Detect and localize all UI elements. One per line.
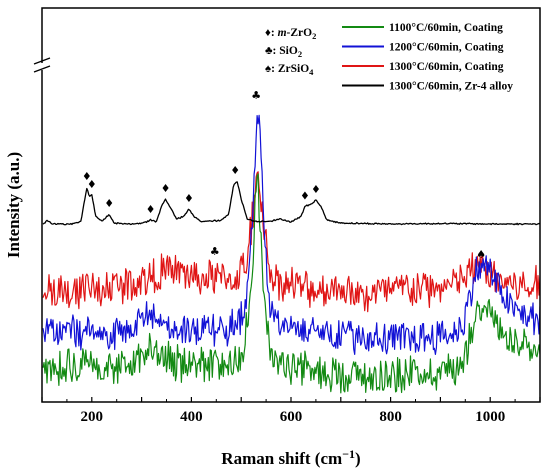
x-tick-label: 800 [379,409,402,425]
annotation-layer: ♦♦♦ ♦♦♦♦♦ ♦♣♣ ♠ [82,89,486,261]
peak-marker: ♦ [161,182,171,195]
series-line-4 [42,181,540,226]
peak-marker: ♠ [476,248,486,261]
peak-marker: ♦ [87,178,97,191]
legend-label: 1300°C/60min, Zr-4 alloy [389,81,513,93]
legend-label: 1100°C/60min, Coating [389,22,503,34]
peak-key: ♦: m-ZrO2 ♣: SiO2 ♠: ZrSiO4 [265,27,316,77]
axis-break-mark [33,57,51,73]
peak-marker: ♦ [230,164,240,177]
peak-marker: ♣ [210,245,220,258]
x-tick-label: 200 [81,409,104,425]
peak-marker: ♦ [104,197,114,210]
peak-marker: ♦ [82,170,92,183]
peak-key-item: ♦: m-ZrO2 [265,27,316,41]
series-line-1 [42,173,540,394]
peak-marker: ♣ [251,89,261,102]
series-line-2 [42,114,540,355]
peak-marker: ♦ [184,192,194,205]
legend-label: 1300°C/60min, Coating [389,61,504,73]
peak-key-item: ♠: ZrSiO4 [265,63,314,77]
legend-label: 1200°C/60min, Coating [389,42,504,54]
y-axis-title: Intensity (a.u.) [4,152,23,258]
x-axis-title: Raman shift (cm−1) [221,447,360,468]
series-line-3 [42,171,540,313]
x-tick-label: 400 [180,409,203,425]
series-layer [42,114,540,394]
peak-marker: ♦ [311,183,321,196]
legend: 1100°C/60min, Coating 1200°C/60min, Coati… [342,22,513,93]
x-axis: 200 400 600 800 1000 [41,397,541,425]
peak-marker: ♦ [146,203,156,216]
peak-marker: ♦ [300,190,310,203]
x-tick-label: 600 [280,409,303,425]
x-tick-label: 1000 [475,409,505,425]
peak-key-item: ♣: SiO2 [265,45,302,59]
